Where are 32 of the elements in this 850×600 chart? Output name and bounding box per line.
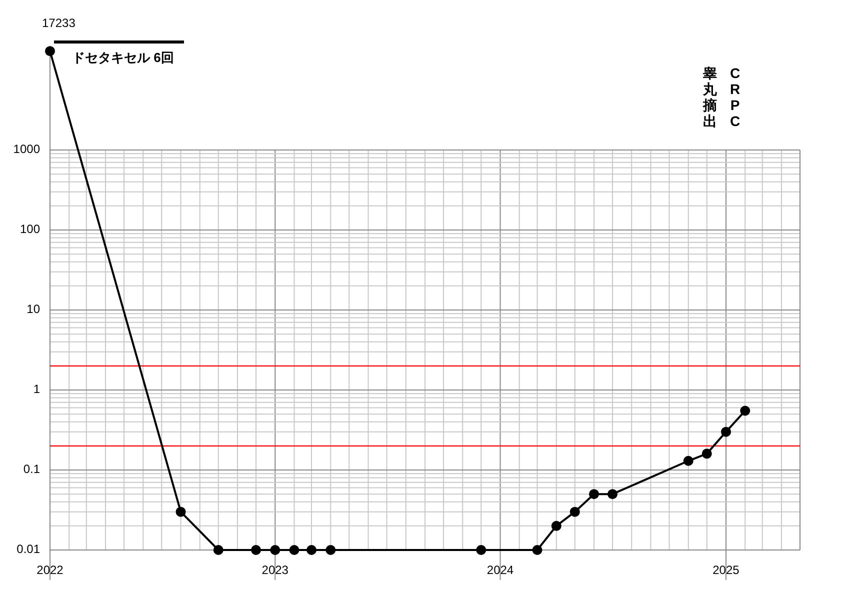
point: [270, 545, 280, 555]
annotation: 睾丸摘出: [702, 65, 717, 129]
x-tick-label: 2024: [486, 563, 514, 577]
point: [289, 545, 300, 555]
annotation: ドセタキセル 6回: [72, 50, 174, 65]
y-tick-label: 100: [20, 222, 40, 236]
y-tick-label: 1: [33, 382, 40, 396]
point: [588, 489, 599, 500]
y-tick-label: 0.1: [23, 462, 40, 476]
point: [532, 545, 542, 555]
point: [740, 406, 750, 416]
x-tick-label: 2025: [712, 563, 740, 577]
point: [251, 545, 262, 555]
annotation: CRPC: [730, 65, 740, 129]
point: [326, 545, 336, 555]
point: [551, 520, 562, 531]
point: [720, 426, 731, 437]
y-tick-label: 0.01: [16, 542, 40, 556]
data-label: 17233: [42, 16, 76, 30]
x-tick-label: 2023: [262, 563, 289, 577]
point: [683, 456, 694, 466]
y-tick-label: 1000: [13, 142, 40, 156]
point: [702, 448, 712, 459]
y-tick-label: 10: [26, 302, 40, 316]
x-tick-label: 2022: [36, 563, 64, 577]
point: [213, 545, 224, 555]
point: [306, 545, 317, 555]
point: [176, 506, 186, 517]
point: [45, 46, 55, 56]
point: [570, 506, 580, 517]
point: [608, 489, 618, 500]
point: [476, 545, 486, 555]
